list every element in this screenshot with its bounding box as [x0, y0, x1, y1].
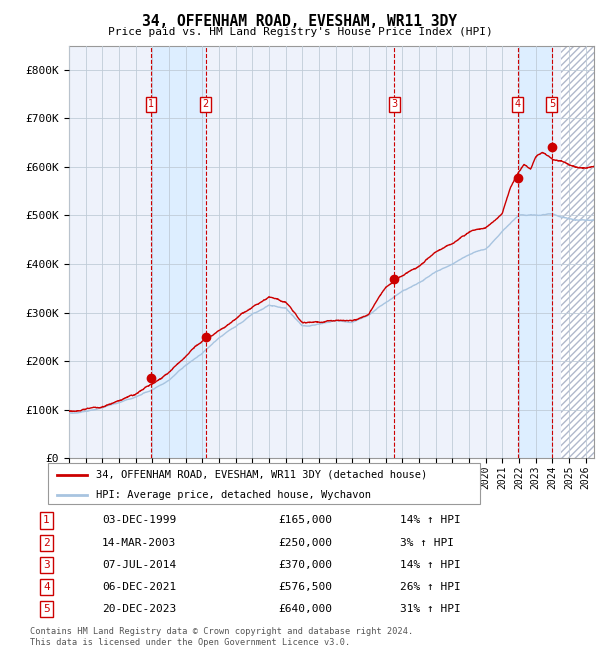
Text: £370,000: £370,000 [278, 560, 332, 570]
Bar [518, 46, 552, 458]
Text: 34, OFFENHAM ROAD, EVESHAM, WR11 3DY (detached house): 34, OFFENHAM ROAD, EVESHAM, WR11 3DY (de… [95, 470, 427, 480]
Text: £640,000: £640,000 [278, 604, 332, 614]
Text: 26% ↑ HPI: 26% ↑ HPI [400, 582, 461, 592]
Bar [151, 46, 206, 458]
Text: 1: 1 [43, 515, 50, 525]
FancyBboxPatch shape [48, 463, 480, 504]
Text: 3: 3 [391, 99, 397, 109]
Text: 2: 2 [43, 538, 50, 548]
Text: HPI: Average price, detached house, Wychavon: HPI: Average price, detached house, Wych… [95, 490, 371, 500]
Text: 5: 5 [43, 604, 50, 614]
Text: 3: 3 [43, 560, 50, 570]
Text: Price paid vs. HM Land Registry's House Price Index (HPI): Price paid vs. HM Land Registry's House … [107, 27, 493, 37]
Text: 20-DEC-2023: 20-DEC-2023 [102, 604, 176, 614]
Text: 14% ↑ HPI: 14% ↑ HPI [400, 560, 461, 570]
Text: 06-DEC-2021: 06-DEC-2021 [102, 582, 176, 592]
Text: £250,000: £250,000 [278, 538, 332, 548]
Text: 07-JUL-2014: 07-JUL-2014 [102, 560, 176, 570]
Text: 4: 4 [43, 582, 50, 592]
Text: 14% ↑ HPI: 14% ↑ HPI [400, 515, 461, 525]
Text: 4: 4 [515, 99, 521, 109]
Bar [560, 46, 594, 458]
Text: £576,500: £576,500 [278, 582, 332, 592]
Text: 03-DEC-1999: 03-DEC-1999 [102, 515, 176, 525]
Text: £165,000: £165,000 [278, 515, 332, 525]
Text: 14-MAR-2003: 14-MAR-2003 [102, 538, 176, 548]
Text: 1: 1 [148, 99, 154, 109]
Text: This data is licensed under the Open Government Licence v3.0.: This data is licensed under the Open Gov… [30, 638, 350, 647]
Text: 31% ↑ HPI: 31% ↑ HPI [400, 604, 461, 614]
Text: Contains HM Land Registry data © Crown copyright and database right 2024.: Contains HM Land Registry data © Crown c… [30, 627, 413, 636]
Text: 3% ↑ HPI: 3% ↑ HPI [400, 538, 454, 548]
Text: 5: 5 [549, 99, 555, 109]
Text: 34, OFFENHAM ROAD, EVESHAM, WR11 3DY: 34, OFFENHAM ROAD, EVESHAM, WR11 3DY [143, 14, 458, 29]
Text: 2: 2 [203, 99, 209, 109]
